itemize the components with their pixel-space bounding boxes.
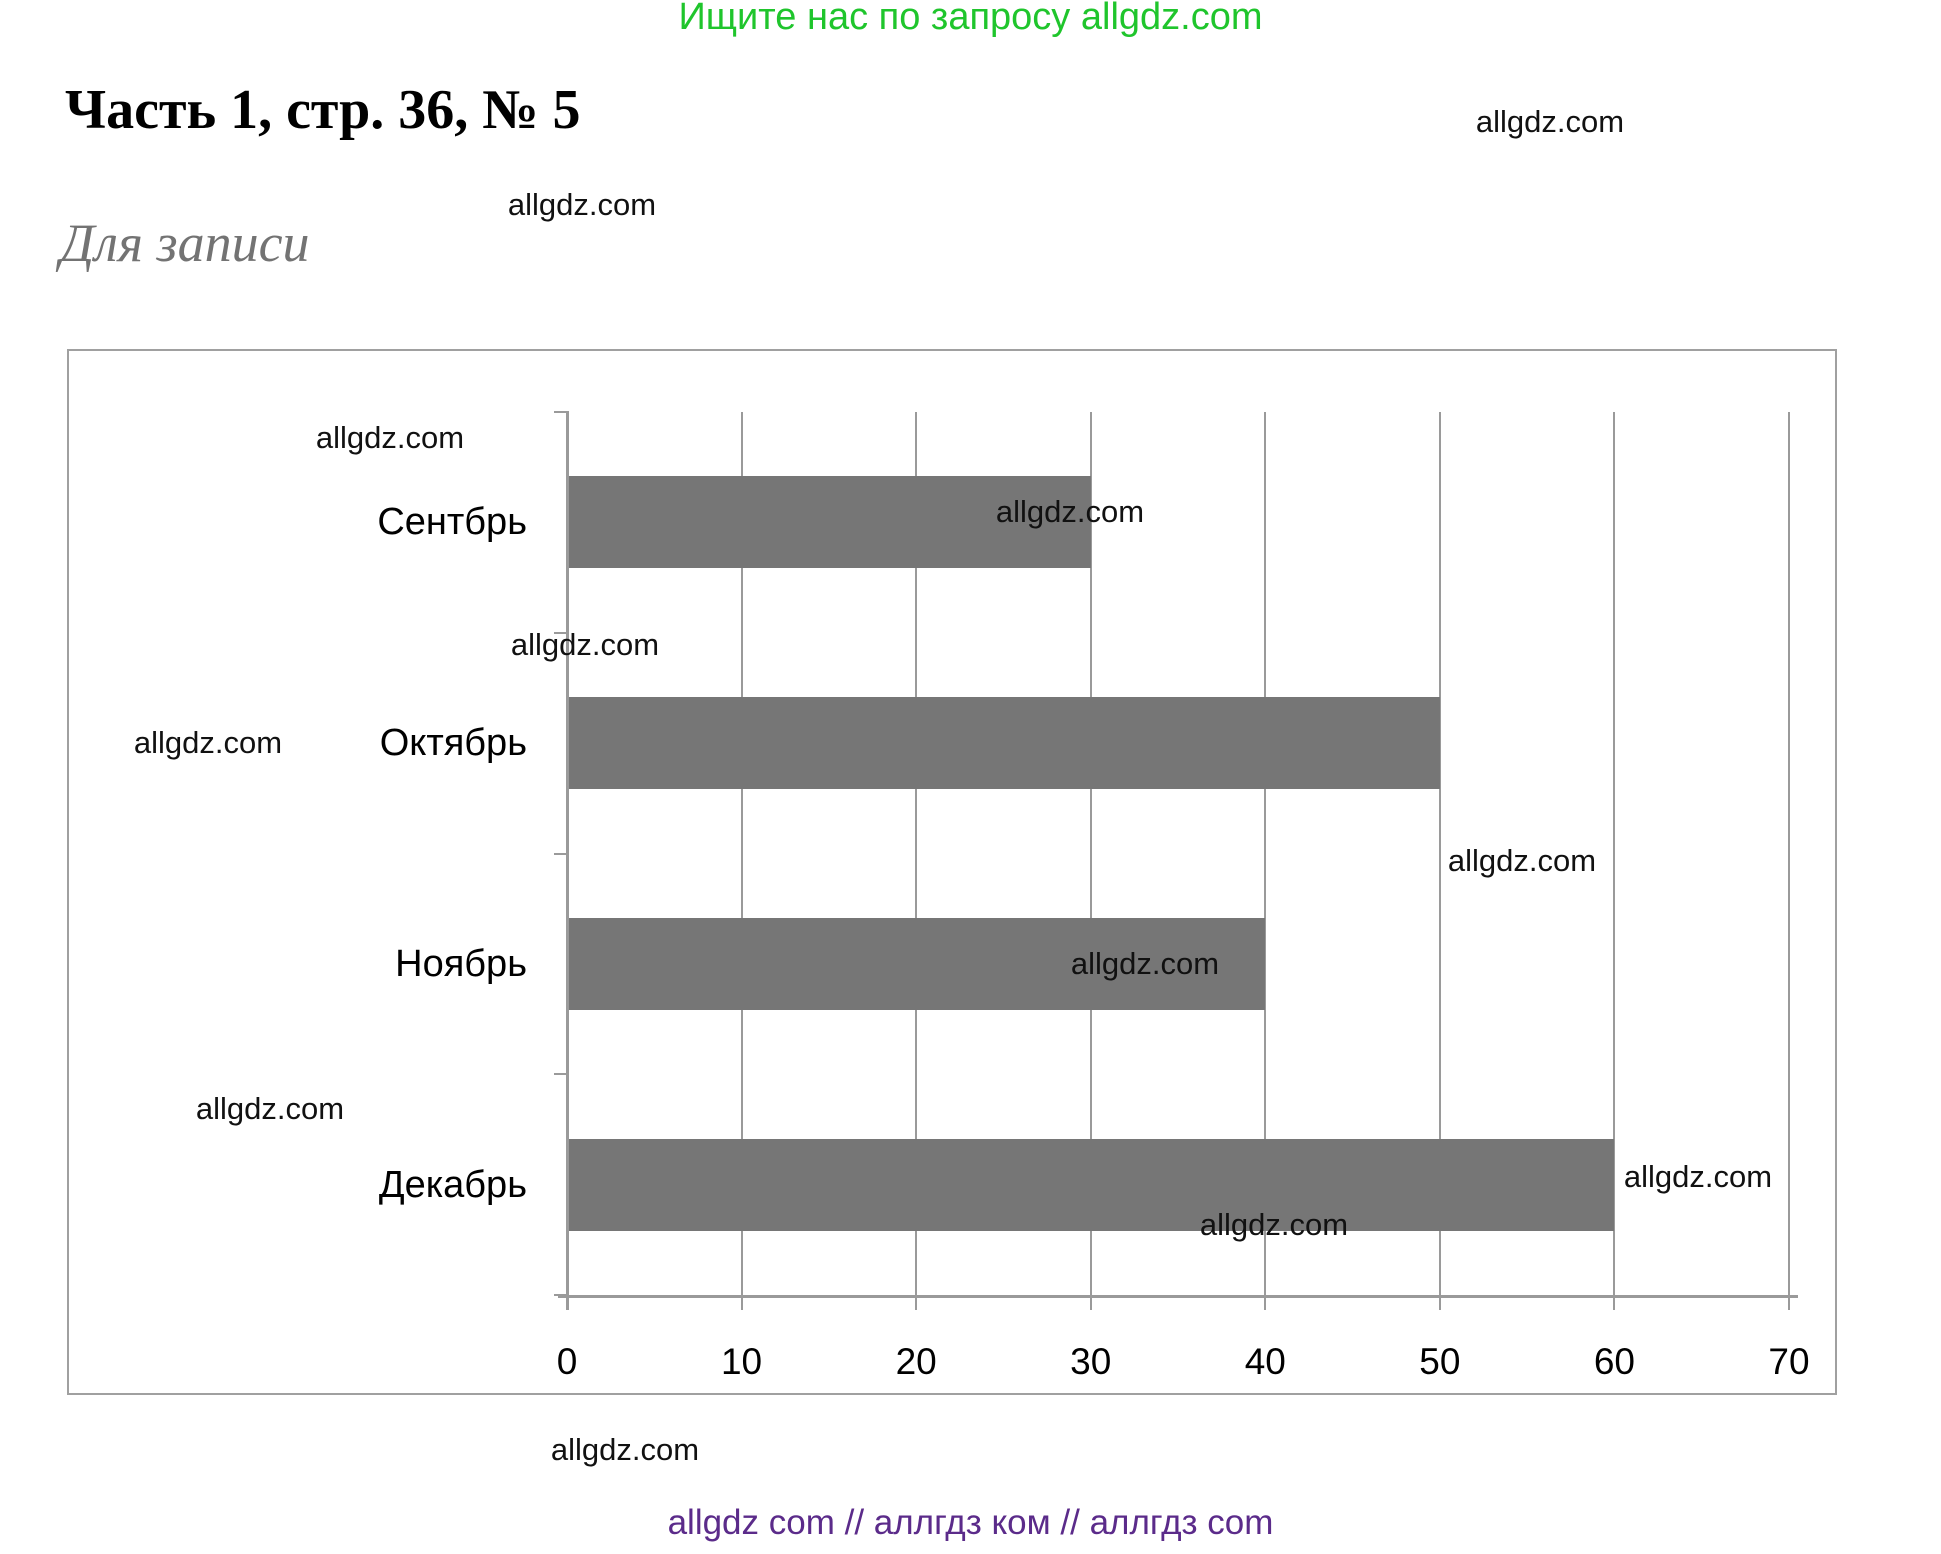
y-axis-tick xyxy=(554,1073,569,1076)
gridline xyxy=(1089,412,1092,1295)
category-label: Октябрь xyxy=(379,722,527,765)
watermark: allgdz.com xyxy=(1475,104,1625,139)
footer-links-text: allgdz com // аллгдз ком // аллгдз com xyxy=(667,1503,1274,1542)
watermark: allgdz.com xyxy=(995,494,1145,529)
watermark: allgdz.com xyxy=(1199,1207,1349,1242)
bar-Сентбрь xyxy=(567,476,1091,569)
category-label: Декабрь xyxy=(378,1163,527,1206)
bar-Октябрь xyxy=(567,697,1440,790)
x-tick-label: 30 xyxy=(1070,1341,1112,1382)
gridline xyxy=(740,412,743,1295)
x-tick-label: 60 xyxy=(1593,1341,1635,1382)
bar-Декабрь xyxy=(567,1138,1615,1231)
value-axis xyxy=(558,1295,1798,1298)
watermark: allgdz.com xyxy=(550,1432,700,1467)
watermark: allgdz.com xyxy=(507,187,657,222)
search-banner-text: Ищите нас по запросу allgdz.com xyxy=(678,0,1263,38)
x-tick-label: 10 xyxy=(720,1341,763,1382)
watermark: allgdz.com xyxy=(1623,1159,1773,1194)
x-axis-tick xyxy=(915,1295,918,1310)
gridline xyxy=(1438,412,1441,1295)
gridline xyxy=(915,412,918,1295)
y-axis-tick xyxy=(554,411,569,413)
watermark: allgdz.com xyxy=(510,627,660,662)
x-axis-tick xyxy=(1788,1295,1790,1310)
gridline xyxy=(1613,412,1616,1295)
bar-Ноябрь xyxy=(567,917,1266,1010)
gridline xyxy=(1264,412,1267,1295)
watermark: allgdz.com xyxy=(315,420,465,455)
watermark: allgdz.com xyxy=(133,725,283,760)
bar-chart: 0 10 20 30 40 50 60 70 Сентбрь Октябрь Ноябрь Декаб… xyxy=(67,349,1837,1395)
watermark: allgdz.com xyxy=(195,1091,345,1126)
x-tick-label: 0 xyxy=(556,1341,578,1382)
x-axis-tick xyxy=(740,1295,743,1310)
watermark: allgdz.com xyxy=(1447,843,1597,878)
y-axis-tick xyxy=(554,1294,569,1296)
page-title: Часть 1, стр. 36, № 5 xyxy=(65,79,581,141)
x-tick-label: 70 xyxy=(1768,1341,1810,1382)
x-axis-tick xyxy=(1089,1295,1092,1310)
x-tick-label: 40 xyxy=(1244,1341,1286,1382)
category-label: Ноябрь xyxy=(395,942,527,985)
watermark: allgdz.com xyxy=(1070,946,1220,981)
gridline xyxy=(1788,412,1790,1295)
y-axis-tick xyxy=(554,631,569,634)
category-label: Сентбрь xyxy=(377,501,527,544)
x-tick-label: 50 xyxy=(1419,1341,1461,1382)
y-axis-tick xyxy=(554,852,569,855)
x-axis-tick xyxy=(1264,1295,1267,1310)
category-axis xyxy=(566,412,569,1310)
subtitle-for-notes: Для записи xyxy=(60,213,310,273)
x-axis-tick xyxy=(1613,1295,1616,1310)
x-tick-label: 20 xyxy=(895,1341,937,1382)
x-axis-tick xyxy=(1438,1295,1441,1310)
